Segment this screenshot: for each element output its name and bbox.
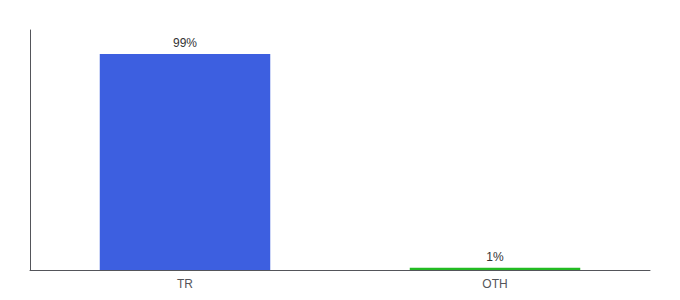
svg-text:1%: 1% — [486, 250, 504, 264]
svg-text:TR: TR — [177, 277, 193, 291]
svg-text:OTH: OTH — [482, 277, 507, 291]
svg-text:99%: 99% — [173, 36, 197, 50]
